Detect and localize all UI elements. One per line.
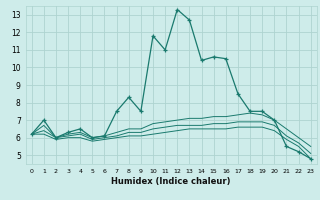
X-axis label: Humidex (Indice chaleur): Humidex (Indice chaleur) (111, 177, 231, 186)
